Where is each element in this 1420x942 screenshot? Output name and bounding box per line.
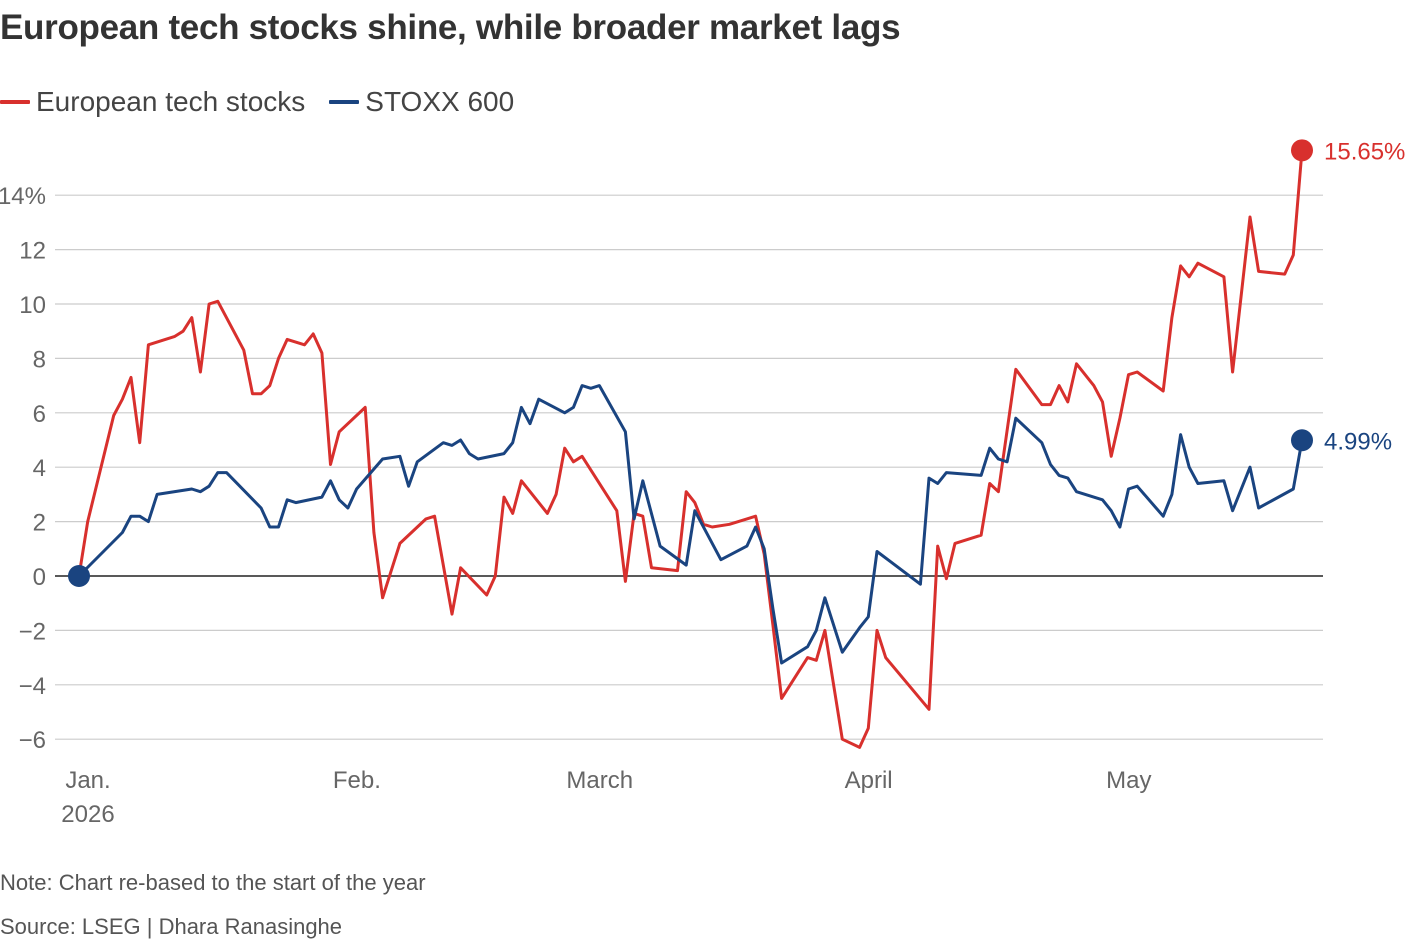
x-axis-ticks: Jan. 2026 Feb. March April May xyxy=(61,767,1151,828)
end-marker-stoxx xyxy=(1291,429,1313,452)
y-tick-label: 6 xyxy=(33,401,46,428)
line-chart: −6 −4 −2 0 2 4 6 8 10 12 14% Jan. 2026 Feb. March Apri… xyxy=(0,138,1405,828)
y-tick-label: −2 xyxy=(19,618,46,645)
legend-label-stoxx: STOXX 600 xyxy=(365,86,515,117)
legend-label-tech: European tech stocks xyxy=(36,86,306,117)
y-tick-label: 14% xyxy=(0,183,46,210)
x-tick-year-label: 2026 xyxy=(61,801,114,828)
y-tick-label: 8 xyxy=(33,346,46,373)
start-marker xyxy=(68,565,90,587)
chart-source: Source: LSEG | Dhara Ranasinghe xyxy=(0,914,343,939)
chart-note: Note: Chart re-based to the start of the… xyxy=(0,870,426,895)
y-tick-label: 2 xyxy=(33,510,46,537)
x-tick-label: Feb. xyxy=(333,767,381,794)
y-axis-ticks: −6 −4 −2 0 2 4 6 8 10 12 14% xyxy=(0,183,46,754)
series-line-stoxx xyxy=(77,384,1304,665)
y-tick-label: 0 xyxy=(33,564,46,591)
legend-swatch-tech xyxy=(0,100,30,104)
y-tick-label: 10 xyxy=(19,292,46,319)
end-markers: 15.65% 4.99% xyxy=(68,138,1405,587)
chart-title: European tech stocks shine, while broade… xyxy=(0,8,901,47)
end-label-tech: 15.65% xyxy=(1324,138,1405,165)
x-tick-label: March xyxy=(566,767,633,794)
y-tick-label: 4 xyxy=(33,455,46,482)
x-tick-label: Jan. xyxy=(65,767,110,794)
y-tick-label: −6 xyxy=(19,727,46,754)
gridlines xyxy=(55,194,1323,740)
x-tick-label: April xyxy=(845,767,893,794)
y-tick-label: 12 xyxy=(19,238,46,265)
legend-item-stoxx: STOXX 600 xyxy=(329,86,514,118)
series-line-tech xyxy=(77,148,1304,749)
x-tick-label: May xyxy=(1106,767,1151,794)
end-label-stoxx: 4.99% xyxy=(1324,428,1392,455)
y-tick-label: −4 xyxy=(19,673,46,700)
end-marker-tech xyxy=(1291,139,1313,162)
legend: European tech stocks STOXX 600 xyxy=(0,86,514,118)
series-lines xyxy=(77,148,1304,749)
legend-item-tech: European tech stocks xyxy=(0,86,305,118)
legend-swatch-stoxx xyxy=(329,100,360,104)
